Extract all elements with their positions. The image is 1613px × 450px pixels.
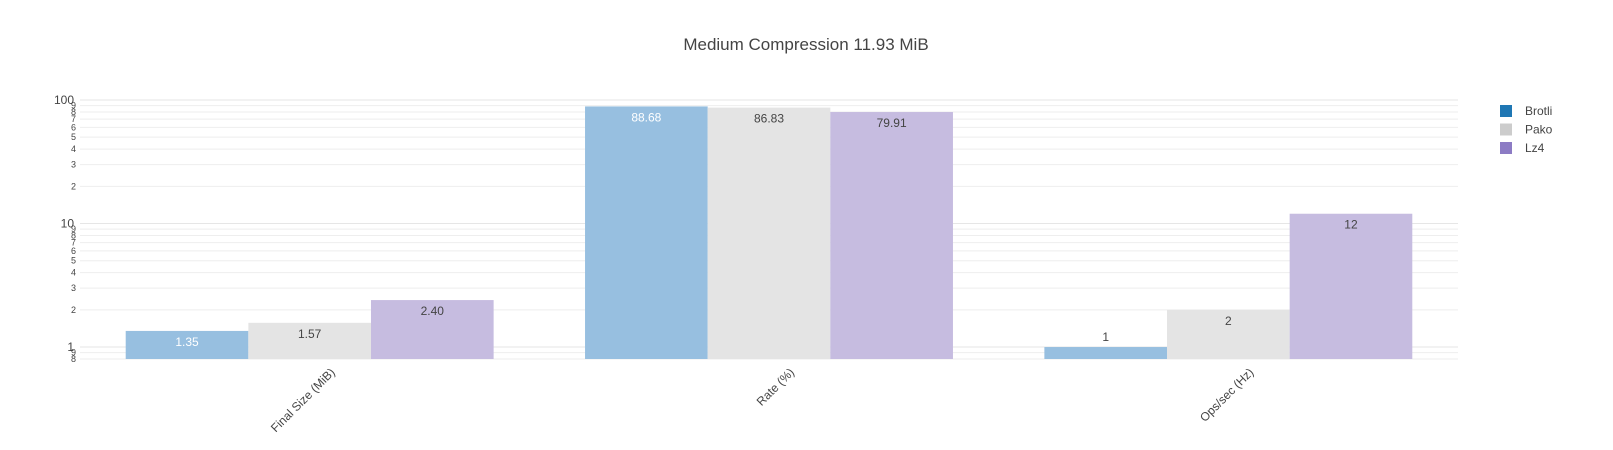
legend-swatch <box>1500 142 1512 154</box>
bar-lz4 <box>370 300 494 359</box>
bar-value-label: 1.57 <box>298 327 322 341</box>
bar-brotli <box>125 330 249 359</box>
y-tick-label: 8 <box>71 354 76 364</box>
y-tick-label: 4 <box>71 144 76 154</box>
legend-swatch <box>1500 123 1512 136</box>
y-tick-label: 6 <box>71 122 76 132</box>
y-tick-label: 8 <box>71 107 76 117</box>
chart-title: Medium Compression 11.93 MiB <box>683 35 928 54</box>
x-tick-label: Final Size (MiB) <box>268 365 338 435</box>
y-tick-label: 100 <box>54 93 74 107</box>
y-tick-label: 6 <box>71 246 76 256</box>
bar-value-label: 1.35 <box>175 335 199 349</box>
legend-swatch <box>1500 105 1512 117</box>
legend-label: Pako <box>1525 123 1553 137</box>
legend-item-pako: Pako <box>1500 123 1553 137</box>
bar-lz4 <box>1289 213 1413 359</box>
bar-value-label: 12 <box>1344 218 1358 232</box>
y-tick-label: 3 <box>71 160 76 170</box>
bar-value-label: 88.68 <box>631 110 661 124</box>
x-axis: Final Size (MiB) Rate (%) Ops/sec (Hz) <box>268 365 1256 435</box>
y-tick-label: 2 <box>71 305 76 315</box>
x-tick-label: Rate (%) <box>754 365 797 408</box>
y-tick-label: 4 <box>71 268 76 278</box>
bar-lz4 <box>830 112 953 359</box>
legend-label: Lz4 <box>1525 141 1545 155</box>
bars <box>125 106 1413 360</box>
bar-value-label: 2.40 <box>421 304 445 318</box>
x-tick-label: Ops/sec (Hz) <box>1197 365 1256 424</box>
bar-pako <box>1167 309 1290 359</box>
y-tick-label: 9 <box>71 348 76 358</box>
y-tick-label: 10 <box>61 217 75 231</box>
bar-brotli <box>585 106 708 360</box>
legend-label: Brotli <box>1525 104 1552 118</box>
y-tick-label: 5 <box>71 256 76 266</box>
bar-value-label: 2 <box>1225 314 1232 328</box>
bar-value-label: 1 <box>1102 330 1109 344</box>
bar-pako <box>707 107 831 360</box>
bar-value-label: 86.83 <box>754 112 784 126</box>
y-tick-label: 7 <box>71 114 76 124</box>
y-tick-label: 5 <box>71 132 76 142</box>
y-tick-label: 8 <box>71 230 76 240</box>
y-tick-label: 9 <box>71 224 76 234</box>
bar-pako <box>248 322 371 359</box>
y-tick-label: 1 <box>67 340 74 354</box>
legend-item-lz4: Lz4 <box>1500 141 1545 155</box>
y-tick-label: 7 <box>71 238 76 248</box>
bar-brotli <box>1044 347 1168 359</box>
legend: Brotli Pako Lz4 <box>1500 104 1553 155</box>
y-tick-label: 2 <box>71 181 76 191</box>
y-tick-label: 3 <box>71 283 76 293</box>
y-tick-label: 9 <box>71 101 76 111</box>
legend-item-brotli: Brotli <box>1500 104 1552 118</box>
bar-value-label: 79.91 <box>877 116 907 130</box>
